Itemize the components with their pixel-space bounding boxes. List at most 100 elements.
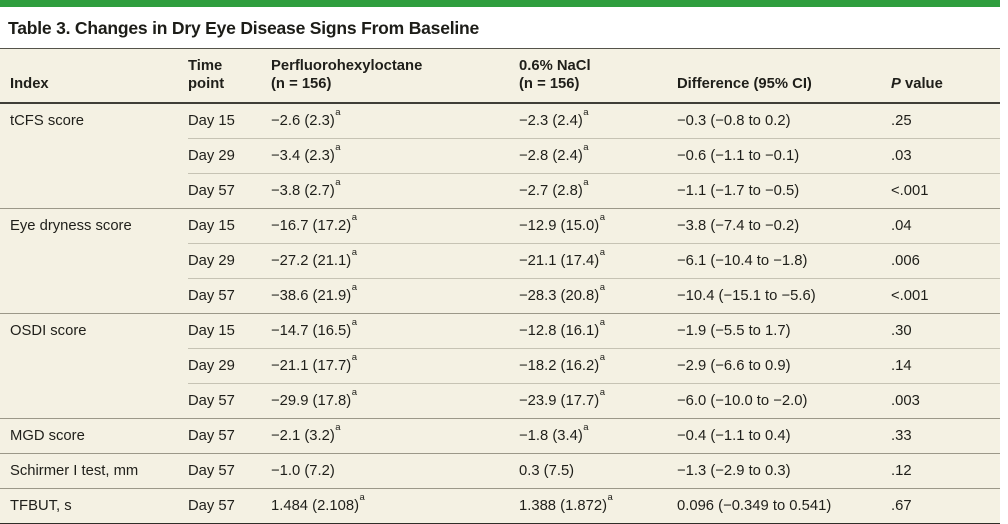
cell-perfluorohexyloctane-value: −1.0 (7.2) — [271, 453, 519, 489]
footnote-marker: a — [335, 141, 341, 153]
cell-perfluorohexyloctane-value: 1.484 (2.108)a — [271, 488, 519, 524]
cell-nacl-value: −18.2 (16.2)a — [519, 348, 677, 384]
footnote-marker: a — [599, 211, 606, 223]
cell-perfluorohexyloctane-value: −27.2 (21.1)a — [271, 243, 519, 279]
table-row: MGD score Day 57 −2.1 (3.2)a −1.8 (3.4)a −0.… — [0, 418, 1000, 454]
table-row: OSDI score Day 15 −14.7 (16.5)a −12.8 (16.1… — [0, 313, 1000, 419]
footnote-marker: a — [583, 421, 589, 433]
accent-bar — [0, 0, 1000, 7]
header-perfluorohexyloctane: Perfluorohexyloctane (n = 156) — [271, 49, 519, 104]
cell-index: tCFS score — [0, 102, 188, 209]
footnote-marker: a — [583, 141, 589, 153]
dry-eye-signs-table: Index Time point Perfluorohexyloctane (n… — [0, 49, 1000, 524]
table-row: Eye dryness score Day 15 −16.7 (17.2)a −12.… — [0, 208, 1000, 314]
table-row: tCFS score Day 15 −2.6 (2.3)a −2.3 (2.4)a −0… — [0, 102, 1000, 209]
cell-difference: −0.4 (−1.1 to 0.4) — [677, 418, 891, 454]
cell-time-point: Day 57 — [188, 418, 271, 454]
footnote-marker: a — [599, 351, 606, 363]
cell-perfluorohexyloctane-value: −21.1 (17.7)a — [271, 348, 519, 384]
cell-perfluorohexyloctane-value: −38.6 (21.9)a — [271, 278, 519, 314]
footnote-marker: a — [583, 176, 589, 188]
footnote-marker: a — [359, 491, 365, 503]
cell-nacl-value: −23.9 (17.7)a — [519, 383, 677, 419]
header-nacl: 0.6% NaCl (n = 156) — [519, 49, 677, 104]
cell-p-value: .25 — [891, 102, 1000, 139]
cell-p-value: .04 — [891, 208, 1000, 244]
cell-time-point: Day 29 — [188, 348, 271, 384]
table-row: Day 29 −3.4 (2.3)a −2.8 (2.4)a −0.6 (−1.1 t… — [0, 138, 1000, 174]
table-title: Table 3. Changes in Dry Eye Disease Sign… — [0, 7, 1000, 49]
cell-time-point: Day 57 — [188, 278, 271, 314]
cell-perfluorohexyloctane-value: −16.7 (17.2)a — [271, 208, 519, 244]
cell-time-point: Day 29 — [188, 138, 271, 174]
cell-index: Schirmer I test, mm — [0, 453, 188, 489]
cell-difference: −1.1 (−1.7 to −0.5) — [677, 173, 891, 209]
cell-time-point: Day 15 — [188, 208, 271, 244]
cell-difference: −1.3 (−2.9 to 0.3) — [677, 453, 891, 489]
cell-p-value: <.001 — [891, 278, 1000, 314]
header-index: Index — [0, 49, 188, 104]
cell-difference: −2.9 (−6.6 to 0.9) — [677, 348, 891, 384]
cell-p-value: .33 — [891, 418, 1000, 454]
footnote-marker: a — [583, 106, 589, 118]
header-difference: Difference (95% CI) — [677, 49, 891, 104]
footnote-marker: a — [351, 246, 358, 258]
cell-difference: −10.4 (−15.1 to −5.6) — [677, 278, 891, 314]
cell-perfluorohexyloctane-value: −29.9 (17.8)a — [271, 383, 519, 419]
table-header: Index Time point Perfluorohexyloctane (n… — [0, 49, 1000, 104]
table-row: Day 57 −38.6 (21.9)a −28.3 (20.8)a −10.4 (−… — [0, 278, 1000, 314]
cell-p-value: .14 — [891, 348, 1000, 384]
cell-p-value: .03 — [891, 138, 1000, 174]
cell-nacl-value: −21.1 (17.4)a — [519, 243, 677, 279]
cell-nacl-value: −2.7 (2.8)a — [519, 173, 677, 209]
table-row: Day 29 −21.1 (17.7)a −18.2 (16.2)a −2.9 (−6… — [0, 348, 1000, 384]
cell-perfluorohexyloctane-value: −2.1 (3.2)a — [271, 418, 519, 454]
footnote-marker: a — [607, 491, 613, 503]
cell-difference: −6.0 (−10.0 to −2.0) — [677, 383, 891, 419]
cell-difference: 0.096 (−0.349 to 0.541) — [677, 488, 891, 524]
cell-index: MGD score — [0, 418, 188, 454]
cell-nacl-value: −2.8 (2.4)a — [519, 138, 677, 174]
cell-time-point: Day 57 — [188, 173, 271, 209]
cell-nacl-value: −2.3 (2.4)a — [519, 102, 677, 139]
header-row: Index Time point Perfluorohexyloctane (n… — [0, 49, 1000, 104]
cell-p-value: <.001 — [891, 173, 1000, 209]
cell-index: Eye dryness score — [0, 208, 188, 314]
cell-nacl-value: −1.8 (3.4)a — [519, 418, 677, 454]
header-time-point: Time point — [188, 49, 271, 104]
footnote-marker: a — [351, 281, 358, 293]
cell-nacl-value: −28.3 (20.8)a — [519, 278, 677, 314]
cell-index: OSDI score — [0, 313, 188, 419]
cell-difference: −1.9 (−5.5 to 1.7) — [677, 313, 891, 349]
footnote-marker: a — [335, 421, 341, 433]
cell-time-point: Day 57 — [188, 383, 271, 419]
cell-p-value: .12 — [891, 453, 1000, 489]
cell-nacl-value: −12.9 (15.0)a — [519, 208, 677, 244]
header-p-value: P value — [891, 49, 1000, 104]
cell-p-value: .003 — [891, 383, 1000, 419]
table-row: Day 57 −29.9 (17.8)a −23.9 (17.7)a −6.0 (−1… — [0, 383, 1000, 419]
cell-difference: −0.3 (−0.8 to 0.2) — [677, 102, 891, 139]
cell-index: TFBUT, s — [0, 488, 188, 524]
footnote-marker: a — [599, 386, 606, 398]
footnote-marker: a — [351, 386, 358, 398]
table-row: Day 29 −27.2 (21.1)a −21.1 (17.4)a −6.1 (−1… — [0, 243, 1000, 279]
footnote-marker: a — [335, 106, 341, 118]
cell-time-point: Day 57 — [188, 453, 271, 489]
cell-nacl-value: 0.3 (7.5) — [519, 453, 677, 489]
cell-nacl-value: 1.388 (1.872)a — [519, 488, 677, 524]
cell-difference: −0.6 (−1.1 to −0.1) — [677, 138, 891, 174]
footnote-marker: a — [351, 351, 358, 363]
cell-p-value: .006 — [891, 243, 1000, 279]
footnote-marker: a — [599, 316, 606, 328]
cell-difference: −6.1 (−10.4 to −1.8) — [677, 243, 891, 279]
footnote-marker: a — [351, 316, 358, 328]
table-row: Day 57 −3.8 (2.7)a −2.7 (2.8)a −1.1 (−1.7 t… — [0, 173, 1000, 209]
footnote-marker: a — [351, 211, 358, 223]
cell-perfluorohexyloctane-value: −3.4 (2.3)a — [271, 138, 519, 174]
cell-p-value: .67 — [891, 488, 1000, 524]
footnote-marker: a — [335, 176, 341, 188]
cell-perfluorohexyloctane-value: −2.6 (2.3)a — [271, 102, 519, 139]
footnote-marker: a — [599, 246, 606, 258]
